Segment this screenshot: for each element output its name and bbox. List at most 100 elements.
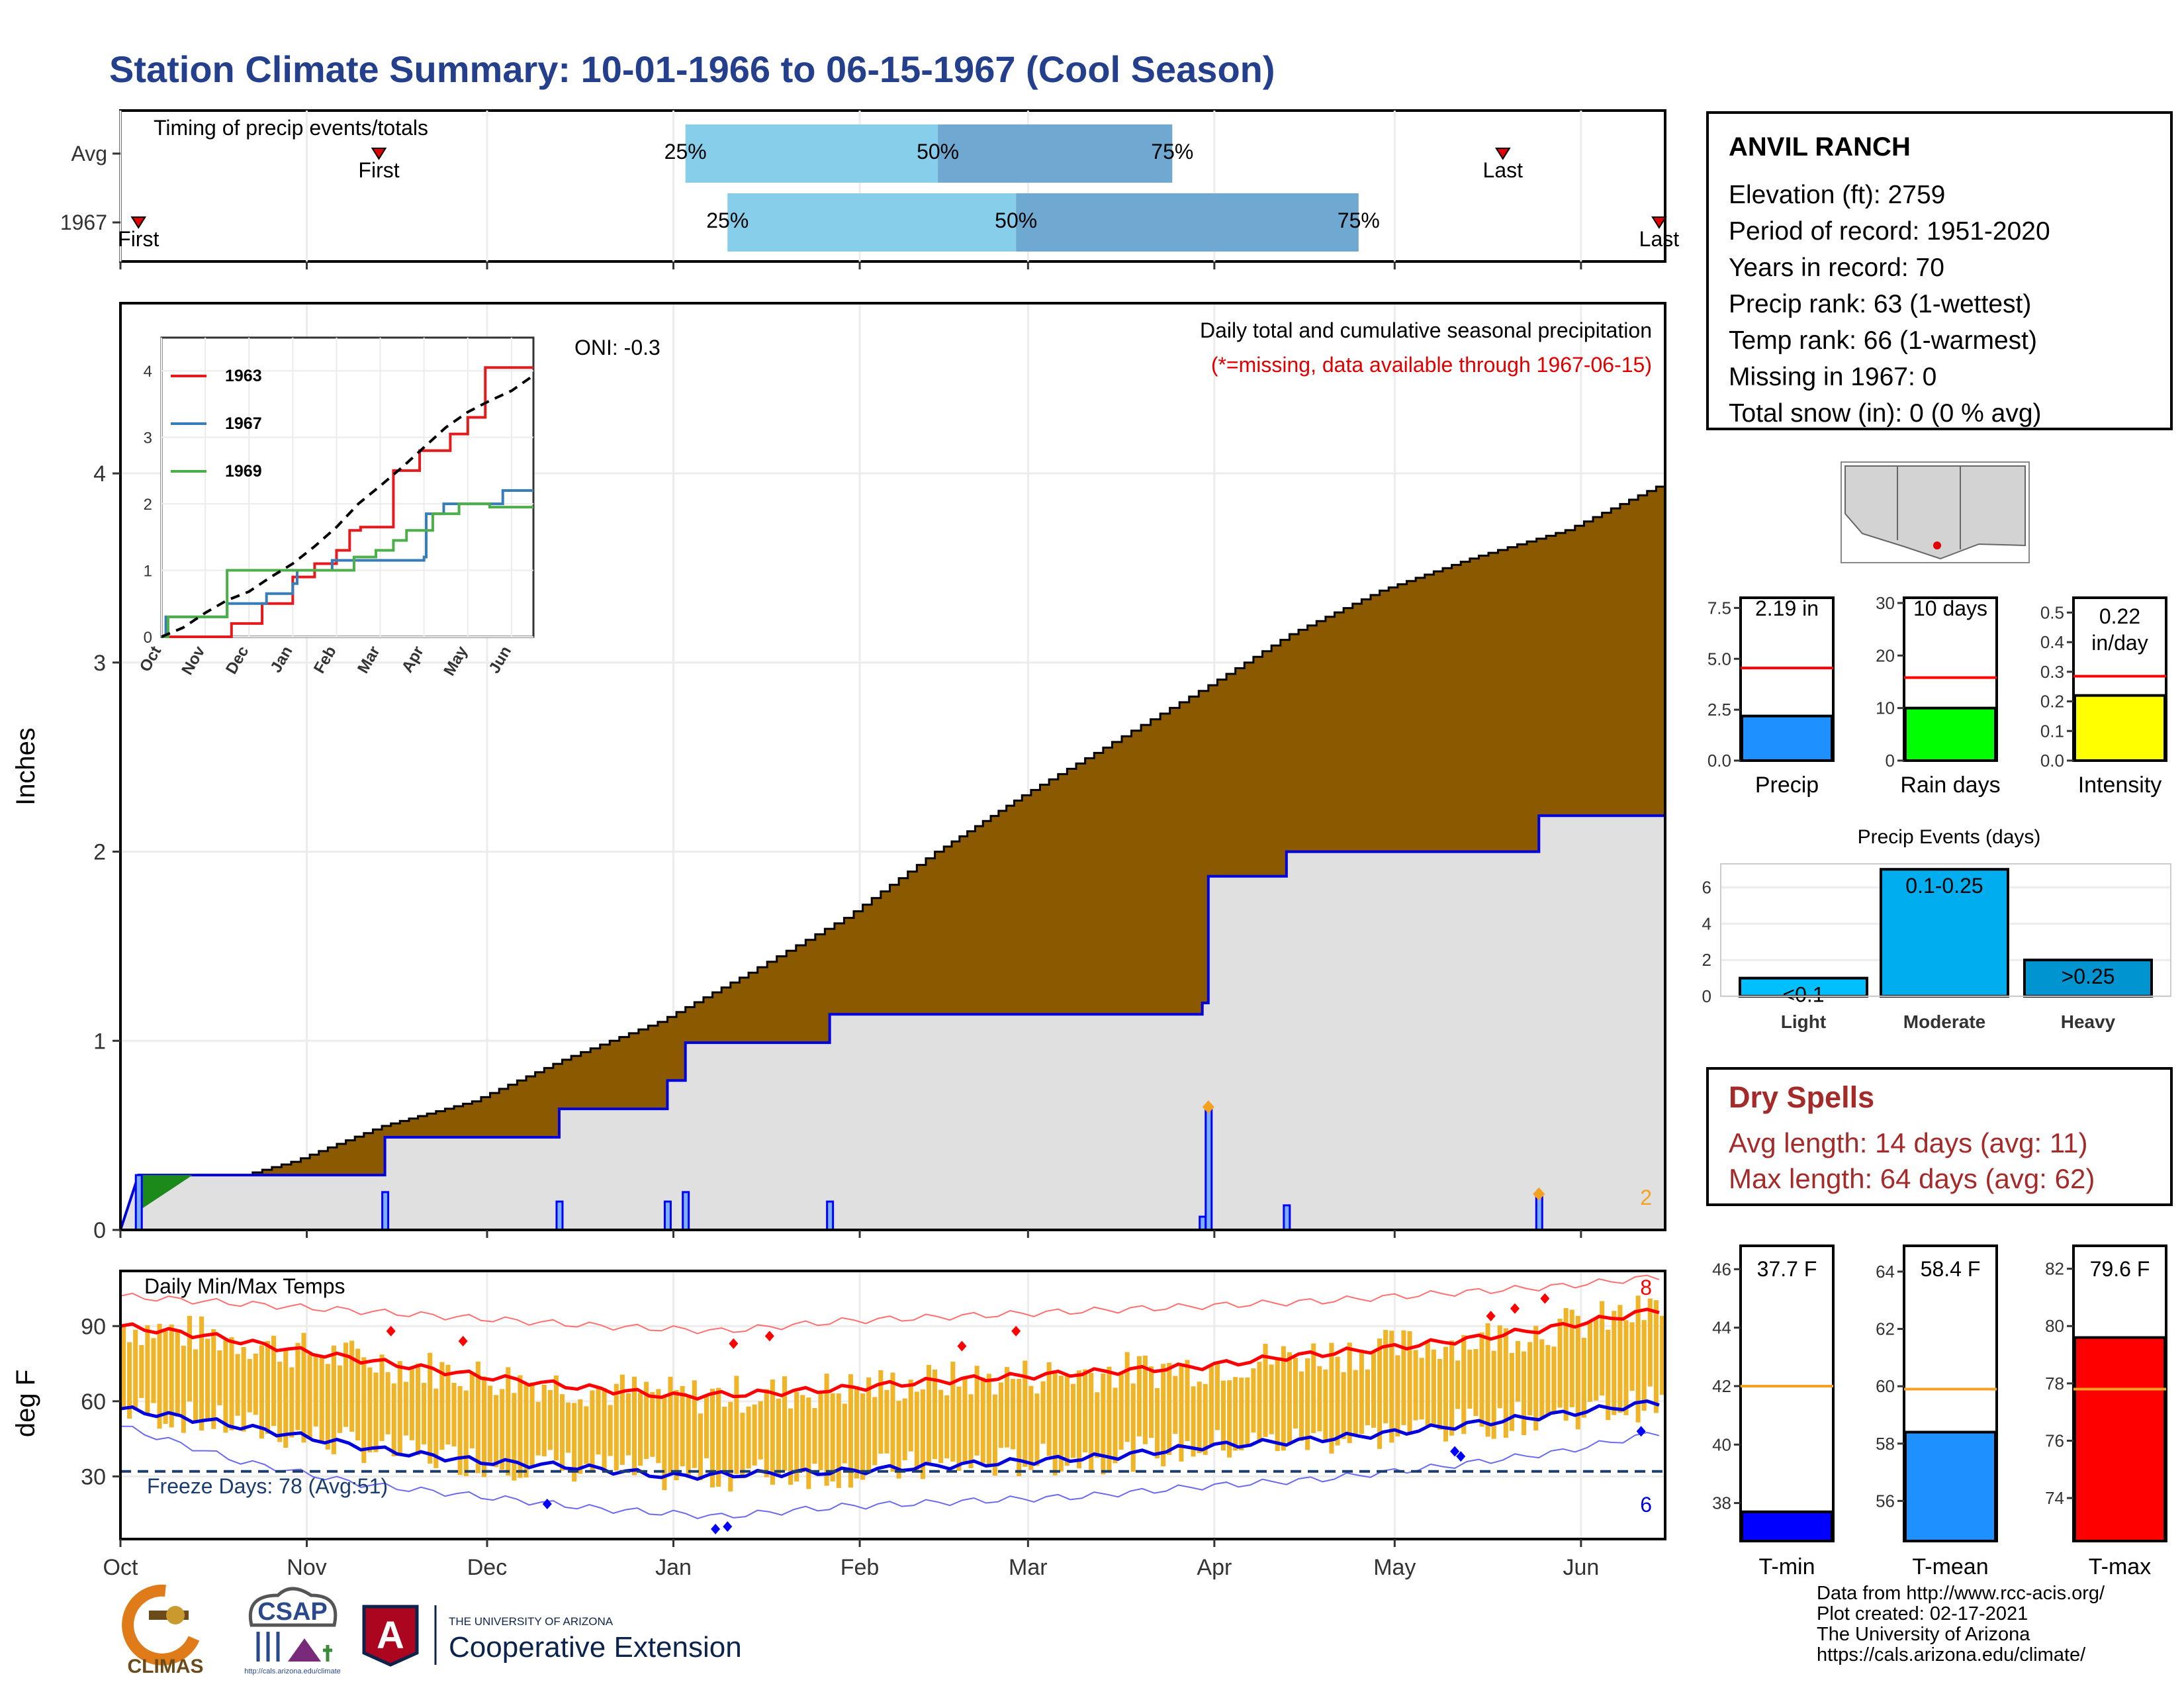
daily-temp-bar xyxy=(1383,1330,1388,1424)
daily-temp-bar xyxy=(439,1362,445,1450)
daily-temp-bar xyxy=(487,1385,493,1462)
temp-ytick-label: 90 xyxy=(81,1314,106,1339)
daily-temp-bar xyxy=(133,1329,138,1411)
daily-temp-bar xyxy=(1107,1366,1112,1471)
daily-temp-bar xyxy=(1179,1364,1184,1462)
mini-temp-ytick: 58 xyxy=(1876,1434,1895,1454)
mini-temp-value: 37.7 F xyxy=(1757,1257,1817,1281)
daily-temp-bar xyxy=(1545,1344,1551,1417)
daily-temp-bar xyxy=(1305,1358,1310,1450)
precip-title: Daily total and cumulative seasonal prec… xyxy=(1200,318,1652,342)
daily-temp-bar xyxy=(1623,1320,1629,1415)
daily-temp-bar xyxy=(638,1393,643,1466)
inset-series-1969 xyxy=(161,502,533,638)
daily-temp-bar xyxy=(1606,1329,1611,1421)
mini-precip-ytick: 5.0 xyxy=(1707,649,1731,669)
daily-temp-bar xyxy=(157,1323,162,1429)
daily-temp-bar xyxy=(205,1338,210,1419)
mini-temp-ytick: 74 xyxy=(2045,1488,2064,1508)
daily-temp-bar xyxy=(1479,1332,1484,1427)
mini-precip-ytick: 7.5 xyxy=(1707,598,1731,618)
daily-temp-bar xyxy=(1491,1350,1496,1439)
daily-temp-bar xyxy=(1581,1338,1586,1418)
ua-cooperative-extension-logo: A THE UNIVERSITY OF ARIZONA Cooperative … xyxy=(362,1605,742,1667)
daily-temp-bar xyxy=(1173,1376,1178,1434)
daily-temp-bar xyxy=(914,1391,919,1473)
precip-ytick-label: 0 xyxy=(93,1218,106,1243)
mini-precip-label: Rain days xyxy=(1900,773,2000,798)
mini-temp-label: T-min xyxy=(1759,1554,1815,1579)
daily-temp-bar xyxy=(746,1406,751,1469)
events-bar-label: >0.25 xyxy=(2062,964,2115,988)
daily-temp-bar xyxy=(1118,1373,1124,1450)
daily-temp-bar xyxy=(980,1377,985,1463)
freeze-days-label: Freeze Days: 78 (Avg:51) xyxy=(147,1474,388,1498)
timing-first-marker xyxy=(130,216,147,229)
record-low-marker xyxy=(711,1523,721,1534)
daily-temp-bar xyxy=(559,1394,565,1471)
daily-temp-bar xyxy=(494,1395,499,1468)
station-snow: Total snow (in): 0 (0 % avg) xyxy=(1729,399,2042,428)
daily-temp-bar xyxy=(1046,1362,1052,1456)
daily-temp-bar xyxy=(619,1374,625,1465)
daily-temp-bar xyxy=(692,1380,697,1468)
season-cumulative-line xyxy=(119,814,1665,1231)
timing-title: Timing of precip events/totals xyxy=(154,116,428,140)
credit-line: https://cals.arizona.edu/climate/ xyxy=(1817,1644,2086,1665)
daily-temp-bar xyxy=(1214,1364,1220,1430)
avg-max-line xyxy=(120,1307,1660,1401)
daily-temp-bar xyxy=(896,1401,901,1479)
region-map-shape xyxy=(1844,465,2026,560)
record-low-marker xyxy=(723,1521,733,1532)
extreme-precip-marker xyxy=(1202,1100,1214,1114)
daily-temp-bar xyxy=(752,1404,757,1466)
events-category: Heavy xyxy=(2061,1011,2116,1032)
daily-temp-bar xyxy=(469,1373,475,1449)
inset-ytick-label: 1 xyxy=(144,563,152,581)
extreme-count: 2 xyxy=(1640,1186,1652,1209)
mini-precip-bar xyxy=(1904,706,1997,762)
precip-ytick-label: 2 xyxy=(93,840,106,865)
temp-panel-frame xyxy=(119,1270,1666,1540)
station-temp-rank: Temp rank: 66 (1-warmest) xyxy=(1729,326,2037,355)
mini-precip-ytick: 0.4 xyxy=(2040,632,2064,652)
daily-temp-bar xyxy=(1275,1359,1280,1452)
daily-precip-bar xyxy=(555,1200,564,1231)
climas-logo-text: CLIMAS xyxy=(128,1656,204,1677)
daily-temp-bar xyxy=(1329,1342,1334,1454)
daily-temp-bar xyxy=(1485,1323,1490,1437)
daily-temp-bar xyxy=(686,1395,691,1478)
daily-temp-bar xyxy=(355,1348,361,1441)
daily-temp-bar xyxy=(1023,1360,1028,1467)
daily-temp-bar xyxy=(1557,1319,1563,1408)
daily-temp-bar xyxy=(728,1401,733,1492)
dry-spells-max: Max length: 64 days (avg: 62) xyxy=(1729,1163,2095,1194)
daily-temp-bar xyxy=(1113,1387,1118,1464)
record-high-marker xyxy=(1486,1311,1496,1322)
daily-temp-bar xyxy=(1353,1370,1358,1436)
daily-temp-bar xyxy=(680,1385,685,1467)
mini-precip-unit: in/day xyxy=(2091,631,2148,655)
daily-temp-bar xyxy=(1311,1343,1316,1433)
daily-temp-bar xyxy=(1629,1322,1635,1391)
daily-temp-bar xyxy=(451,1383,457,1447)
station-period: Period of record: 1951-2020 xyxy=(1729,217,2050,246)
daily-temp-bar xyxy=(416,1363,421,1456)
timing-bar-q50-q75 xyxy=(938,124,1173,183)
daily-temp-bar xyxy=(1437,1358,1442,1430)
daily-precip-bar xyxy=(381,1191,390,1231)
temp-xtick-label: Apr xyxy=(1197,1555,1232,1580)
daily-temp-bar xyxy=(506,1367,511,1476)
daily-temp-bar xyxy=(535,1401,541,1456)
daily-temp-bar xyxy=(614,1383,619,1471)
credit-line: Data from http://www.rcc-acis.org/ xyxy=(1817,1583,2105,1604)
daily-temp-bar xyxy=(1413,1350,1418,1421)
mini-precip-ytick: 20 xyxy=(1876,645,1895,665)
mini-temp-ytick: 62 xyxy=(1876,1319,1895,1339)
mini-temp-ytick: 44 xyxy=(1712,1318,1731,1338)
daily-temp-bar xyxy=(1293,1358,1298,1429)
daily-temp-bar xyxy=(1155,1387,1160,1459)
mini-temp-value: 79.6 F xyxy=(2090,1257,2150,1281)
daily-temp-bar xyxy=(992,1394,997,1476)
avg-cumulative-area xyxy=(119,485,1666,1231)
